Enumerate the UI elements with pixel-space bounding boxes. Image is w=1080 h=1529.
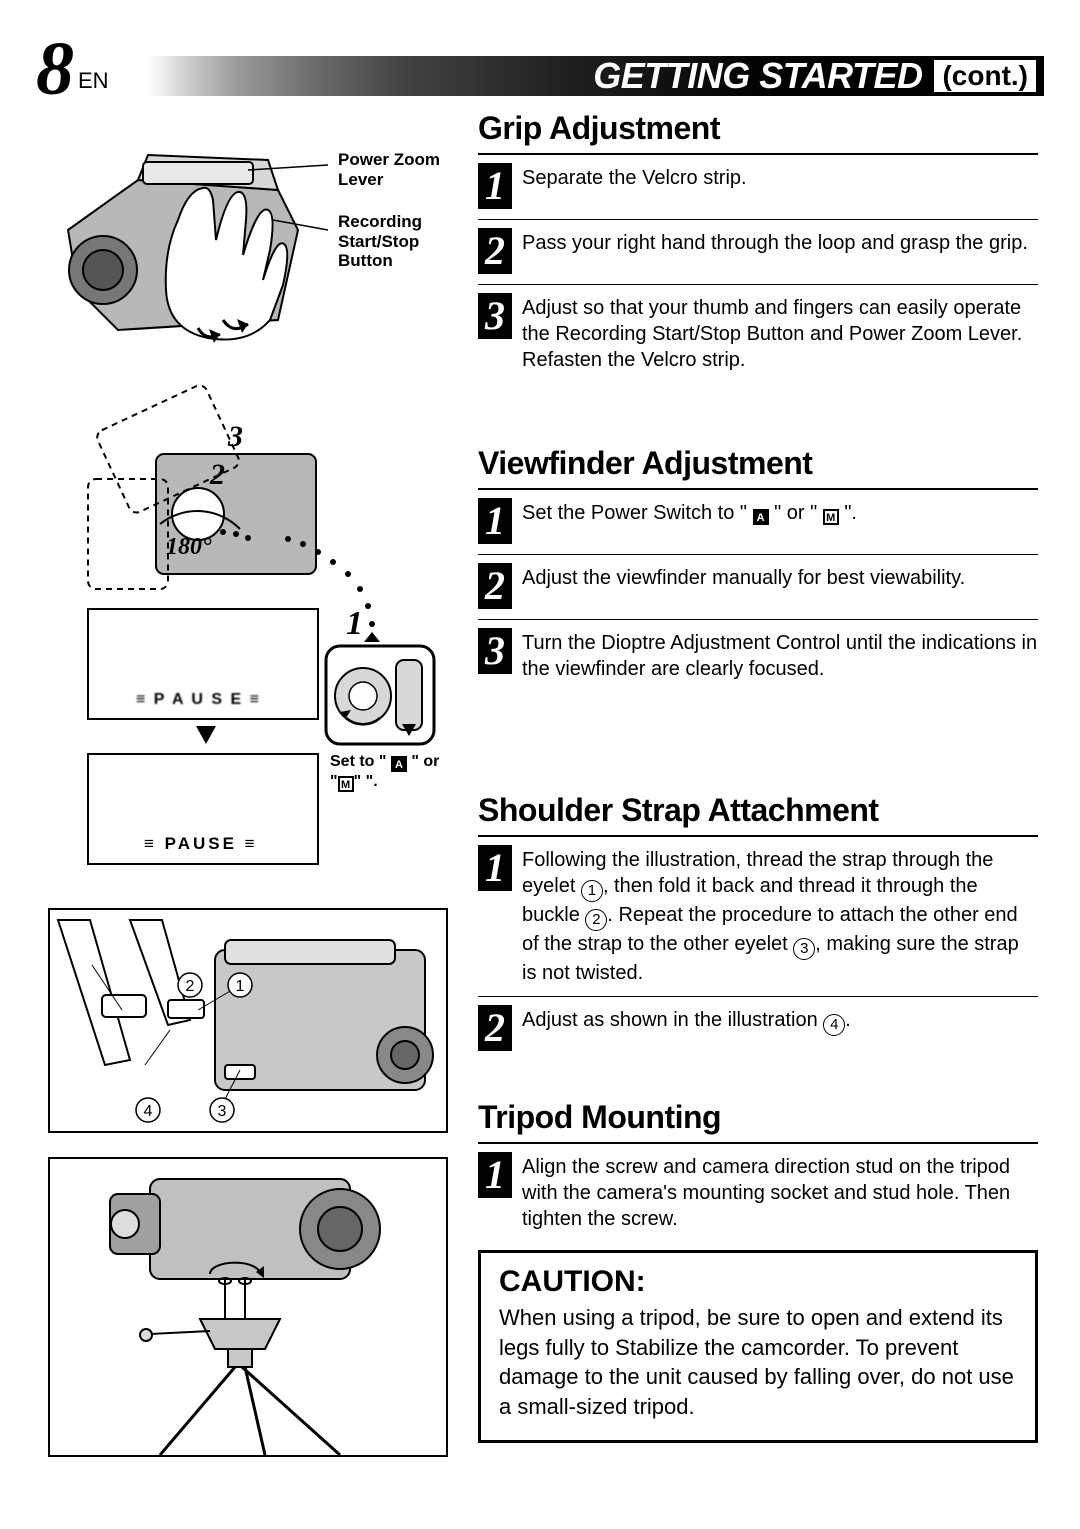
svg-text:3: 3 [227, 420, 243, 453]
circled-3-icon: 3 [793, 938, 815, 960]
step-number: 2 [478, 228, 512, 274]
step-text: Following the illustration, thread the s… [522, 845, 1038, 986]
viewfinder-title: Viewfinder Adjustment [478, 445, 1038, 482]
grip-illustration: Power Zoom Lever Recording Start/Stop Bu… [48, 120, 448, 360]
callout-power-zoom: Power Zoom Lever [338, 150, 448, 189]
svg-text:≡ PAUSE ≡: ≡ PAUSE ≡ [144, 834, 258, 853]
viewfinder-step-3: 3 Turn the Dioptre Adjustment Control un… [478, 628, 1038, 682]
step-number: 2 [478, 1005, 512, 1051]
page-number: 8 [36, 43, 74, 96]
svg-text:2: 2 [209, 458, 225, 491]
step-number: 2 [478, 563, 512, 609]
circled-2-icon: 2 [585, 909, 607, 931]
step-text: Adjust the viewfinder manually for best … [522, 563, 965, 609]
step-text: Separate the Velcro strip. [522, 163, 747, 209]
strap-title: Shoulder Strap Attachment [478, 792, 1038, 829]
caution-box: CAUTION: When using a tripod, be sure to… [478, 1250, 1038, 1443]
callout-rec-button: Recording Start/Stop Button [338, 212, 448, 271]
banner-cont: (cont.) [934, 60, 1036, 92]
grip-step-2: 2 Pass your right hand through the loop … [478, 228, 1038, 274]
step-text: Pass your right hand through the loop an… [522, 228, 1028, 274]
svg-text:1: 1 [346, 605, 363, 642]
grip-section: Grip Adjustment 1 Separate the Velcro st… [478, 110, 1038, 373]
banner-title: GETTING STARTED [593, 55, 922, 97]
step-text: Adjust as shown in the illustration 4. [522, 1005, 851, 1051]
tripod-title: Tripod Mounting [478, 1099, 1038, 1136]
tripod-section: Tripod Mounting 1 Align the screw and ca… [478, 1099, 1038, 1232]
strap-step-1: 1 Following the illustration, thread the… [478, 845, 1038, 986]
mode-a-icon: A [753, 509, 769, 525]
step-text: Align the screw and camera direction stu… [522, 1152, 1038, 1232]
grip-title: Grip Adjustment [478, 110, 1038, 147]
svg-text:2: 2 [186, 978, 195, 995]
tripod-illustration [48, 1157, 448, 1457]
svg-text:≡ P A U S E ≡: ≡ P A U S E ≡ [136, 691, 261, 708]
step-number: 1 [478, 1152, 512, 1198]
caution-text: When using a tripod, be sure to open and… [499, 1303, 1017, 1422]
viewfinder-illustration: 3 2 1 180° ≡ P A U S E ≡ ≡ PAUSE ≡ [48, 384, 448, 884]
strap-step-2: 2 Adjust as shown in the illustration 4. [478, 1005, 1038, 1051]
strap-section: Shoulder Strap Attachment 1 Following th… [478, 792, 1038, 1051]
viewfinder-section: Viewfinder Adjustment 1 Set the Power Sw… [478, 445, 1038, 682]
step-number: 3 [478, 293, 512, 339]
illustration-column: Power Zoom Lever Recording Start/Stop Bu… [48, 120, 448, 1481]
caution-title: CAUTION: [499, 1265, 1017, 1299]
svg-text:180°: 180° [166, 534, 212, 560]
tripod-step-1: 1 Align the screw and camera direction s… [478, 1152, 1038, 1232]
page-header: 8 EN GETTING STARTED (cont.) [36, 42, 1044, 96]
step-number: 1 [478, 498, 512, 544]
step-text: Turn the Dioptre Adjustment Control unti… [522, 628, 1038, 682]
page-lang: EN [78, 68, 109, 94]
circled-4-icon: 4 [823, 1014, 845, 1036]
switch-caption: Set to " A " or"M" ". [330, 752, 450, 792]
circled-1-icon: 1 [581, 880, 603, 902]
svg-text:3: 3 [218, 1103, 227, 1120]
step-number: 1 [478, 163, 512, 209]
step-number: 3 [478, 628, 512, 674]
viewfinder-step-2: 2 Adjust the viewfinder manually for bes… [478, 563, 1038, 609]
step-number: 1 [478, 845, 512, 891]
text-column: Grip Adjustment 1 Separate the Velcro st… [478, 110, 1038, 1443]
grip-step-3: 3 Adjust so that your thumb and fingers … [478, 293, 1038, 373]
mode-m-icon: M [823, 509, 839, 525]
strap-illustration: 1 2 3 4 [48, 908, 448, 1133]
step-text: Adjust so that your thumb and fingers ca… [522, 293, 1038, 373]
step-text: Set the Power Switch to " A " or " M ". [522, 498, 857, 544]
viewfinder-step-1: 1 Set the Power Switch to " A " or " M "… [478, 498, 1038, 544]
svg-text:1: 1 [236, 978, 245, 995]
section-banner: GETTING STARTED (cont.) [149, 56, 1044, 96]
svg-text:4: 4 [144, 1103, 153, 1120]
grip-step-1: 1 Separate the Velcro strip. [478, 163, 1038, 209]
